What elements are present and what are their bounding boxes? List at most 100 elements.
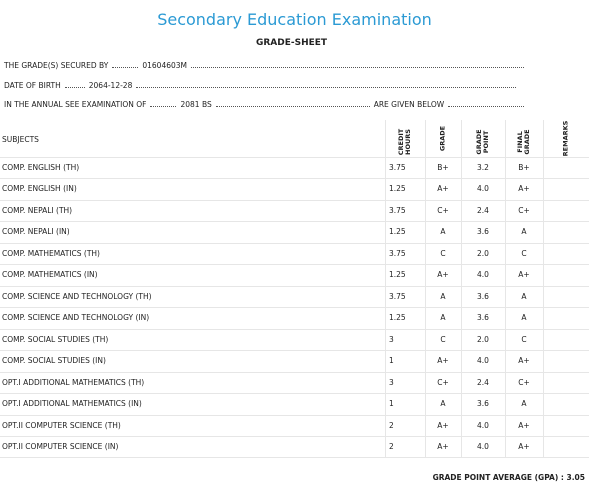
subject: COMP. SCIENCE AND TECHNOLOGY (TH) <box>2 291 152 301</box>
cell-value: 4.0 <box>477 441 489 451</box>
cell-value: 1 <box>389 399 394 409</box>
subject: COMP. SCIENCE AND TECHNOLOGY (IN) <box>2 313 150 323</box>
cell-value: A <box>521 399 527 409</box>
column-header: SUBJECTS <box>2 135 39 144</box>
subject: COMP. ENGLISH (IN) <box>2 184 77 194</box>
subject: COMP. MATHEMATICS (TH) <box>2 248 100 258</box>
subject: COMP. SOCIAL STUDIES (TH) <box>2 334 109 344</box>
row-line <box>0 157 589 158</box>
cell-value: C <box>440 334 446 344</box>
row-line <box>0 242 589 244</box>
row-line <box>0 435 589 437</box>
cell-value: 3.6 <box>477 227 489 237</box>
cell-value: 1.25 <box>389 184 406 194</box>
cell-value: A+ <box>518 184 530 194</box>
cell-value: B+ <box>518 163 530 172</box>
cell-value: 2 <box>389 420 394 430</box>
info-tail: ARE GIVEN BELOW <box>373 100 445 109</box>
gpa: GRADE POINT AVERAGE (GPA) : 3.05 <box>433 473 585 482</box>
title: Secondary Education Examination <box>157 10 432 29</box>
subject: COMP. ENGLISH (TH) <box>2 163 80 172</box>
cell-value: 4.0 <box>477 356 489 366</box>
cell-value: 3 <box>389 377 394 387</box>
cell-value: 3.75 <box>389 163 406 172</box>
cell-value: 1.25 <box>389 313 406 323</box>
cell-value: 3.6 <box>477 291 489 301</box>
cell-value: 2.0 <box>477 248 489 258</box>
row-line <box>0 285 589 287</box>
row-line <box>0 457 589 459</box>
subtitle: GRADE-SHEET <box>255 38 328 48</box>
cell-value: A+ <box>518 270 530 280</box>
row-line <box>0 221 589 223</box>
cell-value: C+ <box>437 205 449 215</box>
cell-value: 4.0 <box>477 184 489 194</box>
cell-value: 3 <box>389 334 394 344</box>
subject: COMP. MATHEMATICS (IN) <box>2 270 98 280</box>
gpa-label: GRADE POINT AVERAGE (GPA) : <box>432 473 564 482</box>
cell-value: 1 <box>389 356 394 366</box>
info-value: 01604603M <box>142 61 188 70</box>
cell-value: A <box>440 227 446 237</box>
cell-value: A+ <box>518 420 530 430</box>
subject: OPT.I ADDITIONAL MATHEMATICS (IN) <box>2 399 142 409</box>
cell-value: 2.0 <box>477 334 489 344</box>
cell-value: 1.25 <box>389 270 406 280</box>
row-line <box>0 414 589 416</box>
cell-value: A <box>440 399 446 409</box>
cell-value: 4.0 <box>477 420 489 430</box>
cell-value: A <box>521 313 527 323</box>
cell-value: 2 <box>389 441 394 451</box>
info-line: DATE OF BIRTH 2064-12-28 <box>4 78 520 90</box>
cell-value: C <box>440 248 446 258</box>
cell-value: 1.25 <box>389 227 406 237</box>
subject: OPT.II COMPUTER SCIENCE (IN) <box>2 441 119 451</box>
cell-value: 3.75 <box>389 291 406 301</box>
cell-value: A <box>521 291 527 301</box>
cell-value: C+ <box>518 205 530 215</box>
cell-value: A+ <box>437 441 449 451</box>
cell-value: 2.4 <box>477 377 489 387</box>
column-header: REMARKS <box>561 120 570 157</box>
subject: OPT.I ADDITIONAL MATHEMATICS (TH) <box>2 377 145 387</box>
cell-value: A <box>440 291 446 301</box>
subject: COMP. SOCIAL STUDIES (IN) <box>2 356 106 366</box>
cell-value: 3.75 <box>389 205 406 215</box>
cell-value: A+ <box>437 420 449 430</box>
row-line <box>0 178 589 180</box>
info-label: DATE OF BIRTH <box>4 81 61 90</box>
subject: COMP. NEPALI (IN) <box>2 227 70 237</box>
info-label: IN THE ANNUAL SEE EXAMINATION OF <box>4 100 147 109</box>
cell-value: 3.6 <box>477 313 489 323</box>
cell-value: 4.0 <box>477 270 489 280</box>
cell-value: 3.75 <box>389 248 406 258</box>
cell-value: C+ <box>518 377 530 387</box>
column-header: FINAL GRADE <box>516 129 531 155</box>
row-line <box>0 307 589 309</box>
row-line <box>0 350 589 352</box>
column-line <box>543 120 544 458</box>
cell-value: 2.4 <box>477 205 489 215</box>
row-line <box>0 264 589 266</box>
column-header: GRADE <box>438 125 447 152</box>
gpa-value: 3.05 <box>566 473 585 482</box>
row-line <box>0 199 589 201</box>
column-line <box>385 120 386 458</box>
subject: COMP. NEPALI (TH) <box>2 205 73 215</box>
column-line <box>425 120 426 458</box>
info-value: 2081 BS <box>180 100 212 109</box>
cell-value: A+ <box>437 184 449 194</box>
cell-value: 3.6 <box>477 399 489 409</box>
cell-value: A <box>440 313 446 323</box>
info-line: THE GRADE(S) SECURED BY 01604603M <box>4 58 528 70</box>
info-value: 2064-12-28 <box>88 81 133 90</box>
cell-value: 3.2 <box>477 163 489 172</box>
cell-value: A+ <box>437 356 449 366</box>
info-line: IN THE ANNUAL SEE EXAMINATION OF 2081 BS… <box>4 97 528 109</box>
column-header: CREDIT HOURS <box>397 128 412 156</box>
cell-value: C+ <box>437 377 449 387</box>
cell-value: A+ <box>518 441 530 451</box>
cell-value: A+ <box>518 356 530 366</box>
cell-value: C <box>521 248 527 258</box>
